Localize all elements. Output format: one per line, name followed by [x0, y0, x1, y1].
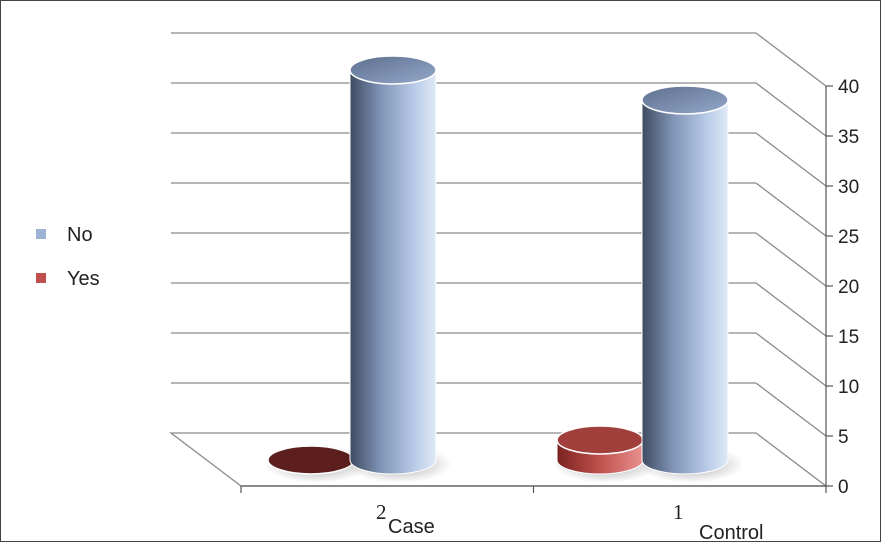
category-label: Control	[699, 522, 763, 543]
bars	[264, 55, 744, 483]
legend-swatch	[36, 273, 46, 283]
gridline-side	[755, 382, 827, 437]
category-label: Case	[388, 516, 435, 538]
y-tick-label: 15	[838, 327, 859, 348]
gridline-side	[755, 132, 827, 187]
bar-body	[641, 99, 729, 475]
y-tick-label: 40	[838, 77, 859, 98]
bar-top	[349, 55, 437, 85]
gridline-side	[755, 282, 827, 337]
y-tick-label: 10	[838, 377, 859, 398]
legend-label: Yes	[67, 268, 100, 290]
bar-no-control	[638, 85, 744, 483]
bar-top	[556, 425, 644, 455]
bar-body	[349, 69, 437, 475]
y-tick-label: 0	[838, 477, 849, 498]
gridline-side	[755, 32, 827, 87]
gridline-side	[755, 82, 827, 137]
bar-no-case	[346, 55, 452, 483]
category-number: 2	[376, 500, 387, 524]
gridline-side	[755, 232, 827, 287]
y-tick-label: 35	[838, 127, 859, 148]
y-tick-label: 5	[838, 427, 849, 448]
y-tick-label: 25	[838, 227, 859, 248]
y-tick-label: 30	[838, 177, 859, 198]
y-tick-label: 20	[838, 277, 859, 298]
legend: No Yes	[36, 224, 100, 290]
gridline-side	[755, 182, 827, 237]
legend-label: No	[67, 224, 93, 246]
legend-swatch	[36, 229, 46, 239]
bar-top	[267, 445, 355, 475]
bar-yes-control	[553, 425, 659, 483]
gridline-side	[755, 332, 827, 387]
bar-top	[641, 85, 729, 115]
y-axis: 0 5 10 15 20 25 30 35 40	[240, 77, 859, 498]
category-number: 1	[673, 500, 684, 524]
bar-yes-case	[264, 445, 370, 483]
